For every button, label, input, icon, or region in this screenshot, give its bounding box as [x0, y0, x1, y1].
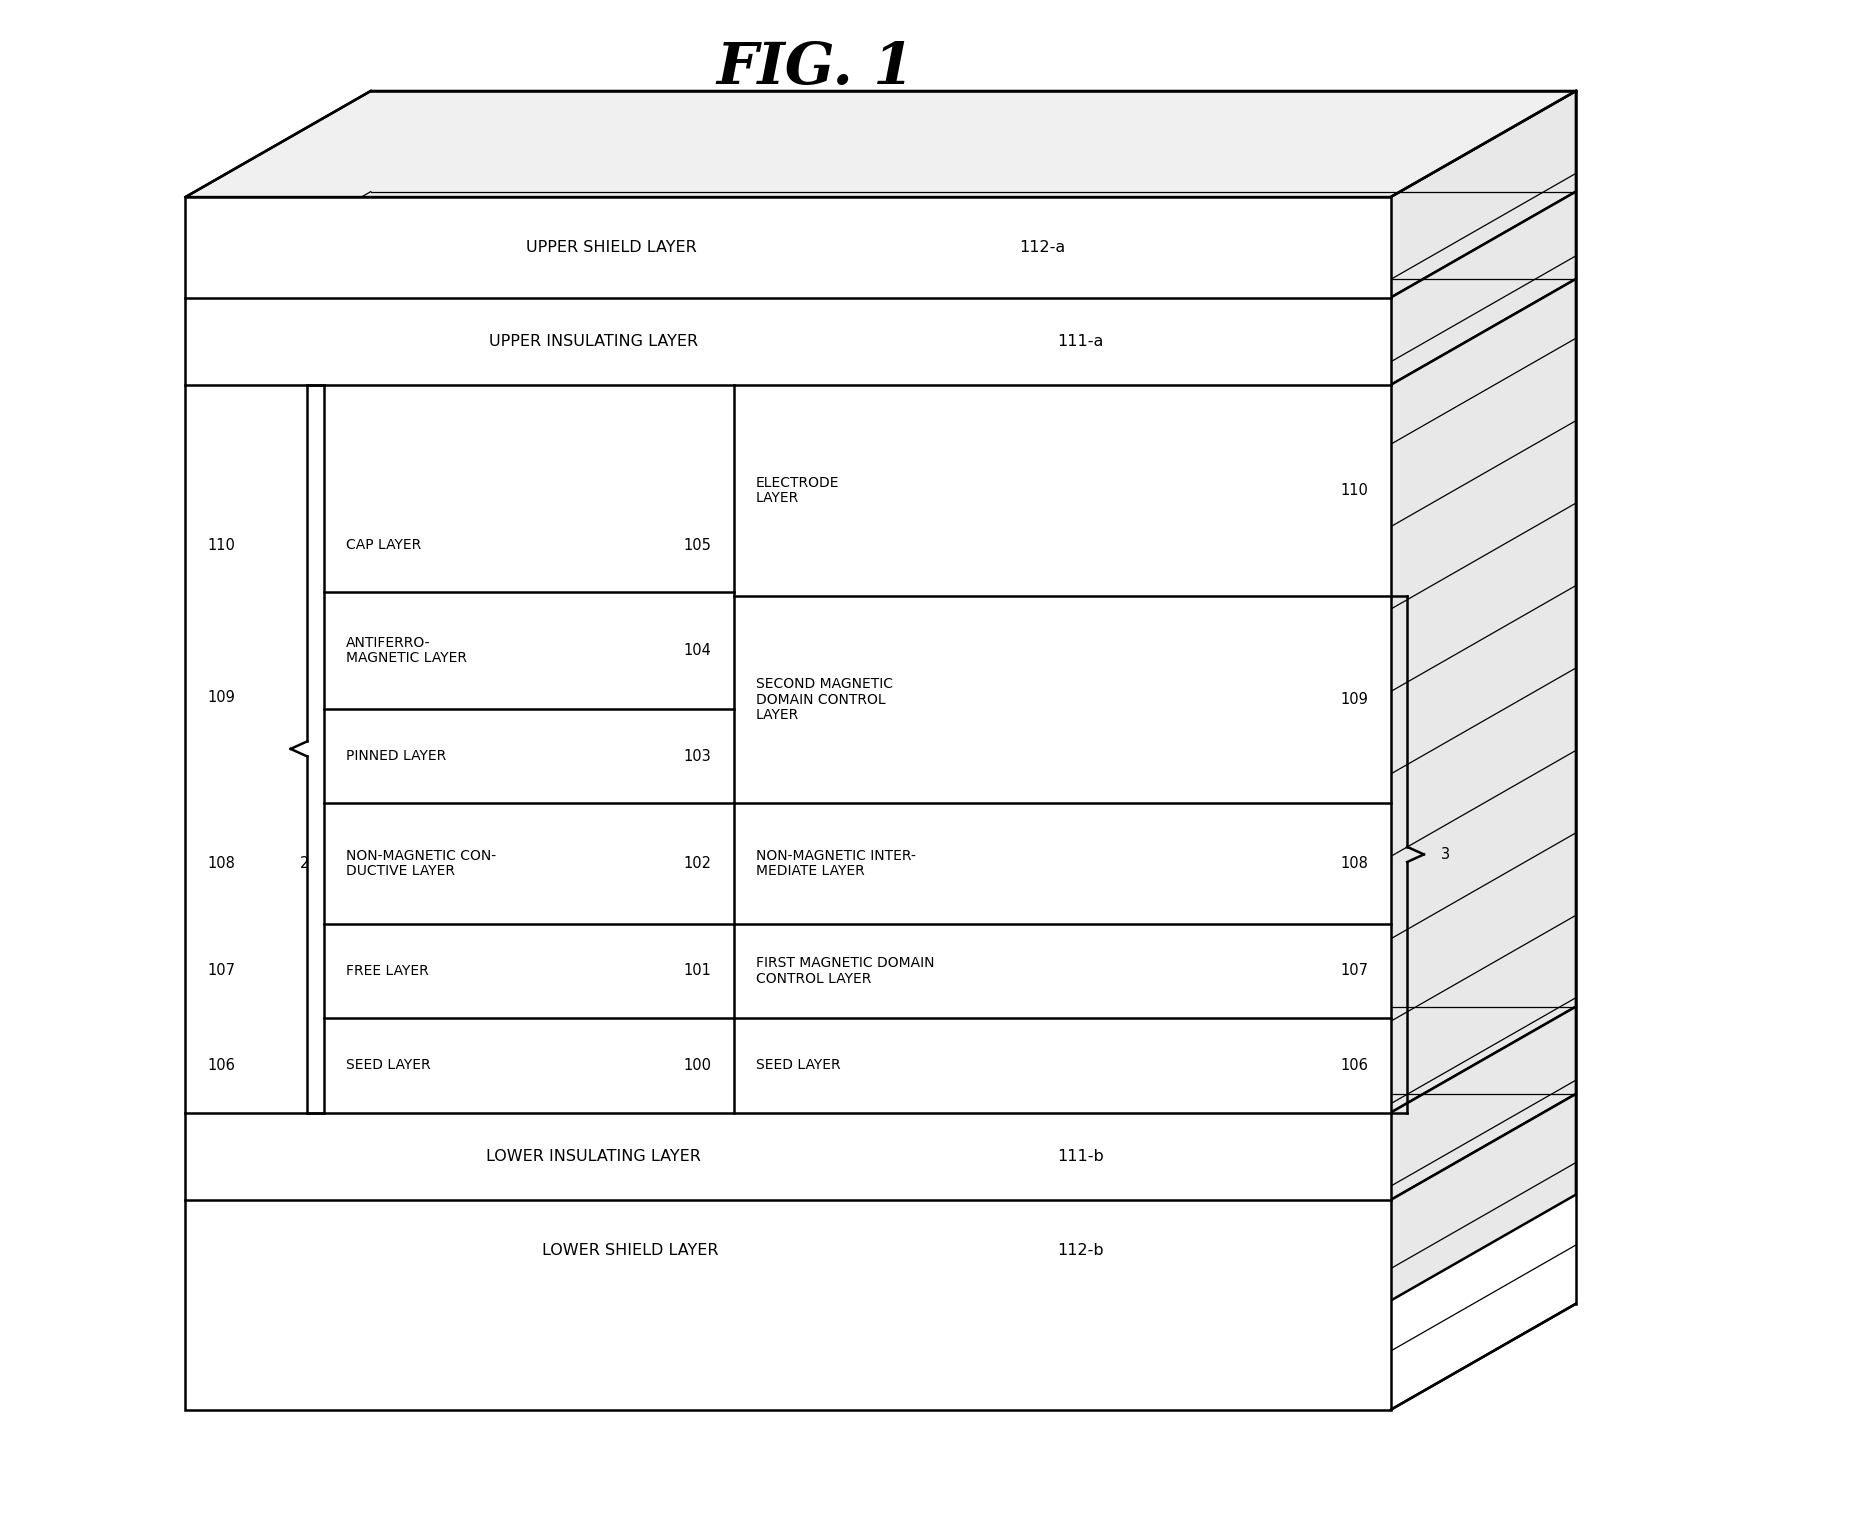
Text: NON-MAGNETIC CON-
DUCTIVE LAYER: NON-MAGNETIC CON- DUCTIVE LAYER [347, 849, 497, 878]
Text: LOWER SHIELD LAYER: LOWER SHIELD LAYER [541, 1243, 719, 1258]
Text: SEED LAYER: SEED LAYER [347, 1058, 430, 1072]
Text: 102: 102 [684, 857, 712, 872]
Polygon shape [185, 91, 1576, 197]
Polygon shape [1390, 1007, 1576, 1201]
Text: ANTIFERRO-
MAGNETIC LAYER: ANTIFERRO- MAGNETIC LAYER [347, 635, 467, 666]
Text: 105: 105 [684, 538, 712, 553]
Text: 107: 107 [1340, 963, 1368, 978]
Text: FIRST MAGNETIC DOMAIN
CONTROL LAYER: FIRST MAGNETIC DOMAIN CONTROL LAYER [756, 957, 934, 985]
Bar [185, 197, 1391, 1410]
Text: 112-b: 112-b [1057, 1243, 1103, 1258]
Text: LOWER INSULATING LAYER: LOWER INSULATING LAYER [486, 1149, 701, 1164]
Text: 110: 110 [1340, 484, 1368, 499]
Text: 111-a: 111-a [1057, 334, 1103, 349]
Text: 106: 106 [1340, 1058, 1368, 1073]
Text: 108: 108 [208, 857, 235, 872]
Text: 107: 107 [208, 963, 235, 978]
Polygon shape [1390, 191, 1576, 385]
Text: 100: 100 [684, 1058, 712, 1073]
Text: 106: 106 [208, 1058, 235, 1073]
Text: UPPER SHIELD LAYER: UPPER SHIELD LAYER [527, 240, 697, 255]
Text: 103: 103 [684, 749, 712, 764]
Text: 110: 110 [208, 538, 235, 553]
Text: 111-b: 111-b [1057, 1149, 1103, 1164]
Text: SEED LAYER: SEED LAYER [756, 1058, 840, 1072]
Polygon shape [1390, 279, 1576, 1113]
Text: 112-a: 112-a [1020, 240, 1066, 255]
Text: UPPER INSULATING LAYER: UPPER INSULATING LAYER [489, 334, 697, 349]
Text: 3: 3 [1441, 847, 1450, 863]
Text: 104: 104 [684, 643, 712, 658]
Text: 108: 108 [1340, 857, 1368, 872]
Text: 101: 101 [684, 963, 712, 978]
Text: SECOND MAGNETIC
DOMAIN CONTROL
LAYER: SECOND MAGNETIC DOMAIN CONTROL LAYER [756, 678, 894, 723]
Text: FREE LAYER: FREE LAYER [347, 964, 428, 978]
Text: PINNED LAYER: PINNED LAYER [347, 749, 447, 763]
Text: 109: 109 [208, 690, 235, 705]
Text: FIG. 1: FIG. 1 [717, 39, 914, 97]
Text: ELECTRODE
LAYER: ELECTRODE LAYER [756, 476, 840, 505]
Text: 109: 109 [1340, 693, 1368, 708]
Text: NON-MAGNETIC INTER-
MEDIATE LAYER: NON-MAGNETIC INTER- MEDIATE LAYER [756, 849, 916, 878]
Polygon shape [1390, 1095, 1576, 1301]
Polygon shape [1390, 91, 1576, 297]
Text: 2: 2 [300, 857, 310, 872]
Text: CAP LAYER: CAP LAYER [347, 538, 421, 552]
